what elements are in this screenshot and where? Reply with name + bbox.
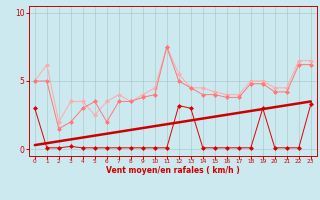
X-axis label: Vent moyen/en rafales ( km/h ): Vent moyen/en rafales ( km/h ): [106, 166, 240, 175]
